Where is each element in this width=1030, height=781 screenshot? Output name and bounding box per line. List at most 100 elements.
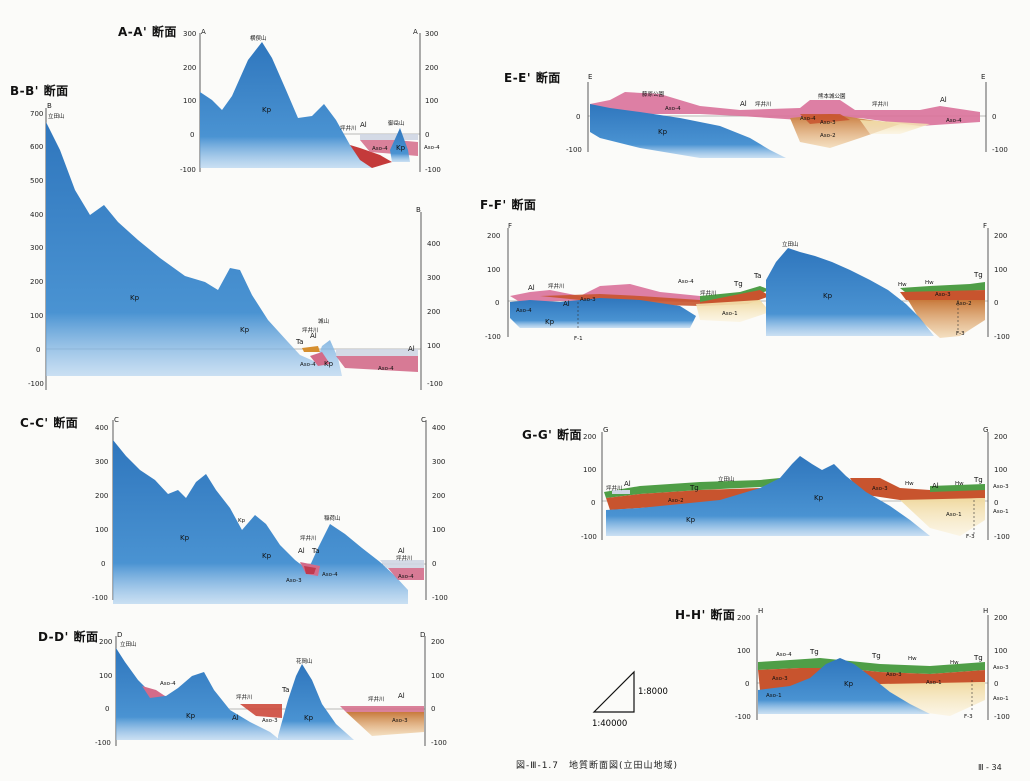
svg-text:坪井川: 坪井川 xyxy=(302,326,319,334)
svg-text:Aso-4: Aso-4 xyxy=(665,106,681,112)
svg-text:坪井川: 坪井川 xyxy=(368,695,385,703)
svg-text:-100: -100 xyxy=(425,166,441,174)
svg-text:0: 0 xyxy=(36,346,40,354)
svg-text:Kp: Kp xyxy=(658,128,668,136)
svg-text:Tg: Tg xyxy=(733,280,743,288)
svg-text:Hw: Hw xyxy=(950,660,959,666)
section-title-aa: A-A' 断面 xyxy=(118,25,177,39)
svg-text:300: 300 xyxy=(183,30,196,38)
svg-text:坪井川: 坪井川 xyxy=(872,100,889,108)
svg-text:坪井川: 坪井川 xyxy=(300,534,317,542)
svg-text:Kp: Kp xyxy=(180,534,190,542)
svg-text:-100: -100 xyxy=(432,594,448,602)
svg-text:300: 300 xyxy=(95,458,108,466)
scale-vertical: 1:8000 xyxy=(638,687,668,697)
svg-text:Al: Al xyxy=(740,100,747,108)
svg-text:立田山: 立田山 xyxy=(48,112,65,120)
svg-text:F-3: F-3 xyxy=(956,331,965,337)
svg-text:100: 100 xyxy=(737,647,750,655)
svg-text:100: 100 xyxy=(183,97,196,105)
svg-text:立田山: 立田山 xyxy=(120,640,137,648)
svg-text:藤原公園: 藤原公園 xyxy=(642,90,665,98)
section-ee-right-axis: 0 -100 xyxy=(992,113,1008,154)
section-aa-kp xyxy=(200,42,372,168)
svg-text:-100: -100 xyxy=(581,533,597,541)
svg-text:100: 100 xyxy=(487,266,500,274)
svg-text:0: 0 xyxy=(190,131,194,139)
svg-text:Aso-3: Aso-3 xyxy=(993,665,1009,671)
svg-text:Aso-4: Aso-4 xyxy=(300,362,316,368)
svg-text:Aso-4: Aso-4 xyxy=(372,146,388,152)
svg-text:Tg: Tg xyxy=(871,652,881,660)
svg-text:0: 0 xyxy=(425,131,429,139)
section-title-gg: G-G' 断面 xyxy=(522,428,583,442)
svg-text:熊本城公園: 熊本城公園 xyxy=(818,92,846,100)
svg-text:0: 0 xyxy=(101,560,105,568)
section-title-bb: B-B' 断面 xyxy=(10,84,69,98)
svg-text:Kp: Kp xyxy=(262,552,272,560)
svg-text:Aso-3: Aso-3 xyxy=(872,486,888,492)
svg-text:500: 500 xyxy=(30,177,43,185)
svg-text:Kp: Kp xyxy=(814,494,824,502)
svg-text:200: 200 xyxy=(487,232,500,240)
figure-caption: 図-Ⅲ-1.7 地質断面図(立田山地域) xyxy=(516,761,679,771)
svg-text:Kp: Kp xyxy=(186,712,196,720)
svg-text:Al: Al xyxy=(932,482,939,490)
svg-text:100: 100 xyxy=(994,647,1007,655)
section-ff-left-axis: 200 100 0 -100 xyxy=(485,232,501,341)
svg-text:立田山: 立田山 xyxy=(718,475,735,483)
section-ee: E E 0 -100 0 -100 藤原公園 Aso-4 Al 坪井川 Kp 熊… xyxy=(566,73,1008,158)
svg-text:200: 200 xyxy=(95,492,108,500)
svg-text:-100: -100 xyxy=(735,713,751,721)
svg-text:坪井川: 坪井川 xyxy=(548,282,565,290)
section-dd: D D 200 100 0 -100 200 100 0 -100 立田山 As… xyxy=(95,631,447,747)
svg-text:200: 200 xyxy=(583,433,596,441)
svg-text:Aso-3: Aso-3 xyxy=(935,292,951,298)
section-dd-right-axis: 200 100 0 -100 xyxy=(431,638,447,747)
svg-text:Kp: Kp xyxy=(262,106,272,114)
section-cc-right-axis: 400 300 200 100 0 -100 xyxy=(432,424,448,602)
svg-text:Al: Al xyxy=(298,547,305,555)
svg-text:0: 0 xyxy=(576,113,580,121)
svg-text:Aso-3: Aso-3 xyxy=(772,676,788,682)
svg-text:Aso-3: Aso-3 xyxy=(820,120,836,126)
svg-text:Al: Al xyxy=(408,345,415,353)
svg-text:200: 200 xyxy=(183,64,196,72)
svg-text:-100: -100 xyxy=(28,380,44,388)
svg-text:300: 300 xyxy=(427,274,440,282)
svg-text:Aso-3: Aso-3 xyxy=(580,297,596,303)
svg-text:100: 100 xyxy=(583,466,596,474)
svg-text:Al: Al xyxy=(528,284,535,292)
section-ff-kp xyxy=(510,298,696,328)
section-ff: F F 200 100 0 -100 200 100 0 -100 Al 坪井川… xyxy=(485,222,1010,342)
section-title-hh: H-H' 断面 xyxy=(675,608,736,622)
section-dd-left-mark: D xyxy=(117,631,122,639)
section-hh: H H 200 100 0 -100 200 100 0 -100 Aso-4 … xyxy=(735,607,1010,721)
svg-text:300: 300 xyxy=(425,30,438,38)
section-bb-left-mark: B xyxy=(47,102,52,110)
svg-text:0: 0 xyxy=(432,560,436,568)
svg-text:Al: Al xyxy=(940,96,947,104)
svg-text:0: 0 xyxy=(994,680,998,688)
svg-text:坪井川: 坪井川 xyxy=(700,289,717,297)
svg-text:Kp: Kp xyxy=(844,680,854,688)
svg-text:0: 0 xyxy=(431,705,435,713)
svg-text:200: 200 xyxy=(427,308,440,316)
svg-text:稲荷山: 稲荷山 xyxy=(324,514,341,522)
svg-text:Al: Al xyxy=(624,480,631,488)
svg-text:200: 200 xyxy=(425,64,438,72)
svg-text:坪井川: 坪井川 xyxy=(606,484,623,492)
svg-text:100: 100 xyxy=(431,672,444,680)
svg-text:400: 400 xyxy=(95,424,108,432)
svg-text:0: 0 xyxy=(994,299,998,307)
svg-text:Tg: Tg xyxy=(689,484,699,492)
svg-text:100: 100 xyxy=(427,342,440,350)
svg-text:-100: -100 xyxy=(994,713,1010,721)
svg-text:0: 0 xyxy=(591,499,595,507)
svg-text:400: 400 xyxy=(432,424,445,432)
section-gg-right-mark: G xyxy=(983,426,988,434)
section-cc-kp xyxy=(113,440,408,604)
section-aa-right-axis: 300 200 100 0 -100 xyxy=(425,30,441,174)
svg-text:-100: -100 xyxy=(92,594,108,602)
section-dd-right-mark: D xyxy=(420,631,425,639)
